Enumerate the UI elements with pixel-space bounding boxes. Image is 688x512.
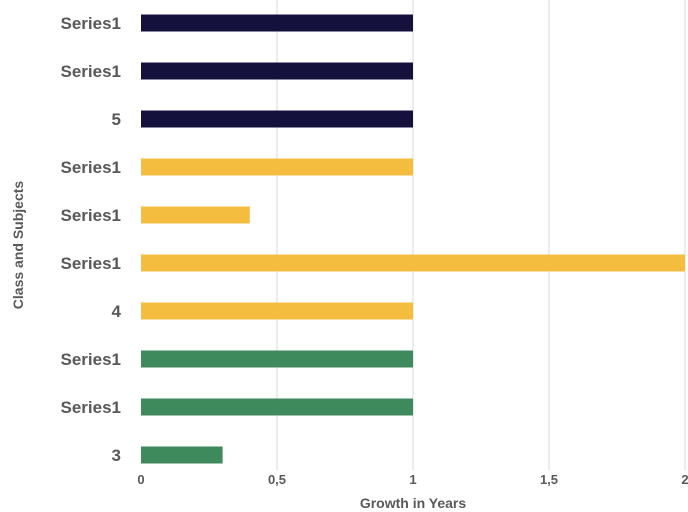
bar [141,62,413,80]
bar [141,254,685,272]
x-tick-label: 1,5 [540,472,558,487]
category-label: Series1 [61,398,122,417]
x-tick-label: 1 [409,472,416,487]
category-label: Series1 [61,254,122,273]
bar [141,350,413,368]
bars [141,14,685,464]
bar [141,206,250,224]
category-label: Series1 [61,350,122,369]
x-tick-labels: 0 0,5 1 1,5 2 [137,472,688,487]
bar [141,14,413,32]
category-label: 5 [112,110,121,129]
category-label: 3 [112,446,121,465]
x-axis-title: Growth in Years [360,495,467,511]
bar [141,446,223,464]
category-label: Series1 [61,14,122,33]
category-labels: Series1 Series1 5 Series1 Series1 Series1 4 Ser… [61,14,122,465]
bar [141,302,413,320]
x-tick-label: 0,5 [268,472,286,487]
category-label: Series1 [61,62,122,81]
x-tick-label: 2 [681,472,688,487]
y-axis-title: Class and Subjects [10,181,26,310]
category-label: Series1 [61,206,122,225]
category-label: Series1 [61,158,122,177]
bar [141,158,413,176]
bar [141,398,413,416]
x-tick-label: 0 [137,472,144,487]
bar [141,110,413,128]
category-label: 4 [112,302,122,321]
